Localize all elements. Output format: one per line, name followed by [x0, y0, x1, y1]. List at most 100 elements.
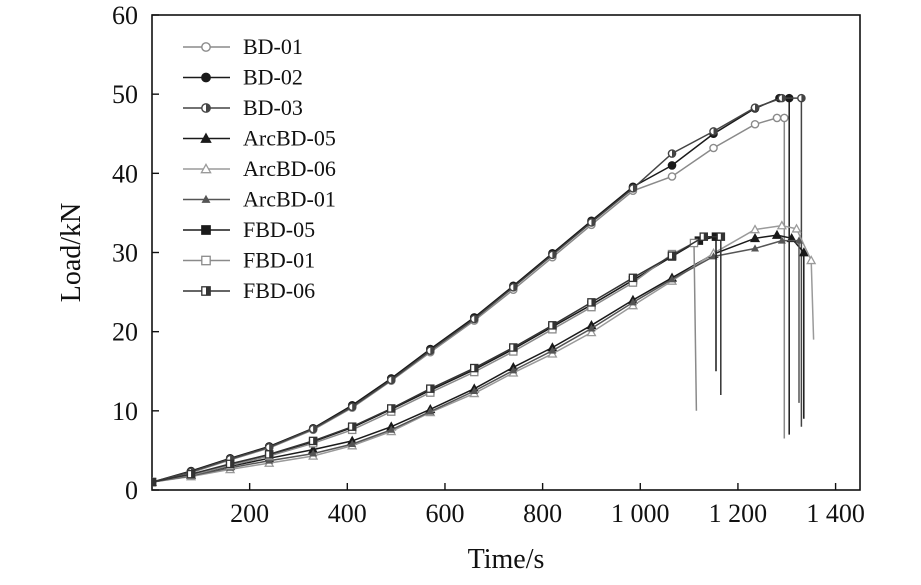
series-fbd-06	[152, 232, 726, 487]
data-point	[309, 449, 318, 457]
data-point	[667, 251, 677, 260]
y-tick-label: 20	[112, 318, 138, 347]
data-point	[348, 439, 357, 448]
legend-item: ArcBD-01	[183, 187, 336, 212]
series-line	[152, 234, 805, 483]
data-point	[667, 149, 677, 158]
y-tick-label: 40	[112, 159, 138, 188]
data-point	[587, 324, 596, 332]
series-line	[152, 224, 815, 483]
legend-marker	[201, 194, 211, 203]
y-tick-label: 10	[112, 397, 138, 426]
legend-item: FBD-06	[183, 278, 315, 303]
data-point	[749, 232, 761, 243]
data-point	[264, 450, 274, 459]
data-point	[387, 425, 396, 433]
legend-label: ArcBD-06	[243, 156, 336, 181]
data-point	[509, 366, 518, 374]
data-point	[776, 220, 787, 230]
data-point	[308, 436, 318, 446]
data-point	[668, 275, 676, 283]
legend-marker	[201, 72, 211, 83]
data-point	[469, 314, 479, 324]
y-axis-label: Load/kN	[56, 203, 87, 303]
axis-ticks: 200 400 600 800 1 000 1 200 1 400 0 10 20 30 40 50 60	[112, 1, 865, 528]
legend-label: BD-02	[243, 65, 303, 90]
legend-item: BD-03	[183, 95, 303, 120]
legend-marker	[201, 255, 211, 266]
series-line	[152, 235, 722, 483]
data-point	[628, 298, 637, 306]
data-point	[548, 346, 557, 354]
data-point	[791, 223, 802, 233]
data-point	[777, 93, 787, 103]
data-point	[470, 363, 479, 373]
x-tick-label: 1 400	[806, 499, 865, 528]
data-point	[347, 402, 357, 412]
data-point	[772, 113, 782, 123]
legend-marker	[201, 225, 211, 235]
legend-label: ArcBD-01	[243, 187, 336, 212]
data-point	[750, 103, 760, 112]
data-point	[794, 236, 803, 244]
data-point	[628, 273, 638, 283]
data-point	[716, 232, 726, 241]
data-point	[509, 343, 518, 352]
series-line	[152, 235, 717, 483]
data-point	[699, 232, 709, 241]
x-tick-label: 800	[523, 499, 562, 528]
data-point	[709, 252, 718, 260]
legend-item: FBD-01	[183, 248, 315, 273]
data-point	[771, 229, 783, 239]
data-point	[587, 298, 596, 307]
data-point	[509, 283, 518, 292]
y-tick-label: 0	[125, 476, 138, 505]
legend-label: FBD-06	[243, 278, 315, 303]
series-fbd-01	[152, 238, 699, 487]
data-point	[308, 424, 318, 434]
data-point	[548, 321, 557, 330]
legend-item: ArcBD-06	[183, 156, 336, 181]
legend-label: FBD-05	[243, 217, 315, 242]
x-axis-label: Time/s	[468, 544, 545, 575]
legend: BD-01 BD-02 BD-03 ArcBD-05 ArcBD-06 ArcBD-01 F…	[183, 34, 336, 303]
series-line	[152, 241, 698, 483]
series-arcbd-01	[152, 236, 803, 486]
data-point	[586, 327, 597, 337]
legend-item: ArcBD-05	[183, 126, 336, 151]
data-point	[798, 247, 809, 257]
data-point	[786, 232, 797, 243]
legend-marker	[201, 103, 211, 113]
data-point	[264, 442, 274, 452]
y-tick-label: 30	[112, 239, 138, 268]
legend-label: FBD-01	[243, 248, 315, 273]
data-point	[548, 250, 557, 260]
data-point	[749, 224, 761, 234]
legend-marker	[201, 42, 211, 52]
x-tick-label: 1 200	[709, 499, 768, 528]
data-point	[225, 459, 235, 469]
series-layer	[152, 93, 817, 487]
x-tick-label: 400	[328, 499, 367, 528]
data-point	[806, 255, 817, 265]
data-point	[386, 375, 396, 385]
legend-item: FBD-05	[183, 217, 315, 242]
series-fbd-05	[152, 232, 721, 487]
data-point	[587, 218, 596, 227]
data-point	[777, 236, 786, 244]
data-point	[426, 384, 435, 393]
data-point	[709, 143, 718, 153]
data-point	[186, 469, 196, 479]
data-point	[387, 404, 396, 413]
legend-item: BD-01	[183, 34, 303, 59]
legend-label: ArcBD-05	[243, 126, 336, 151]
data-point	[265, 456, 274, 464]
legend-label: BD-03	[243, 95, 303, 120]
legend-marker	[201, 286, 211, 296]
data-point	[751, 244, 760, 252]
data-point	[750, 119, 760, 129]
x-tick-label: 200	[230, 499, 269, 528]
data-point	[709, 127, 718, 136]
